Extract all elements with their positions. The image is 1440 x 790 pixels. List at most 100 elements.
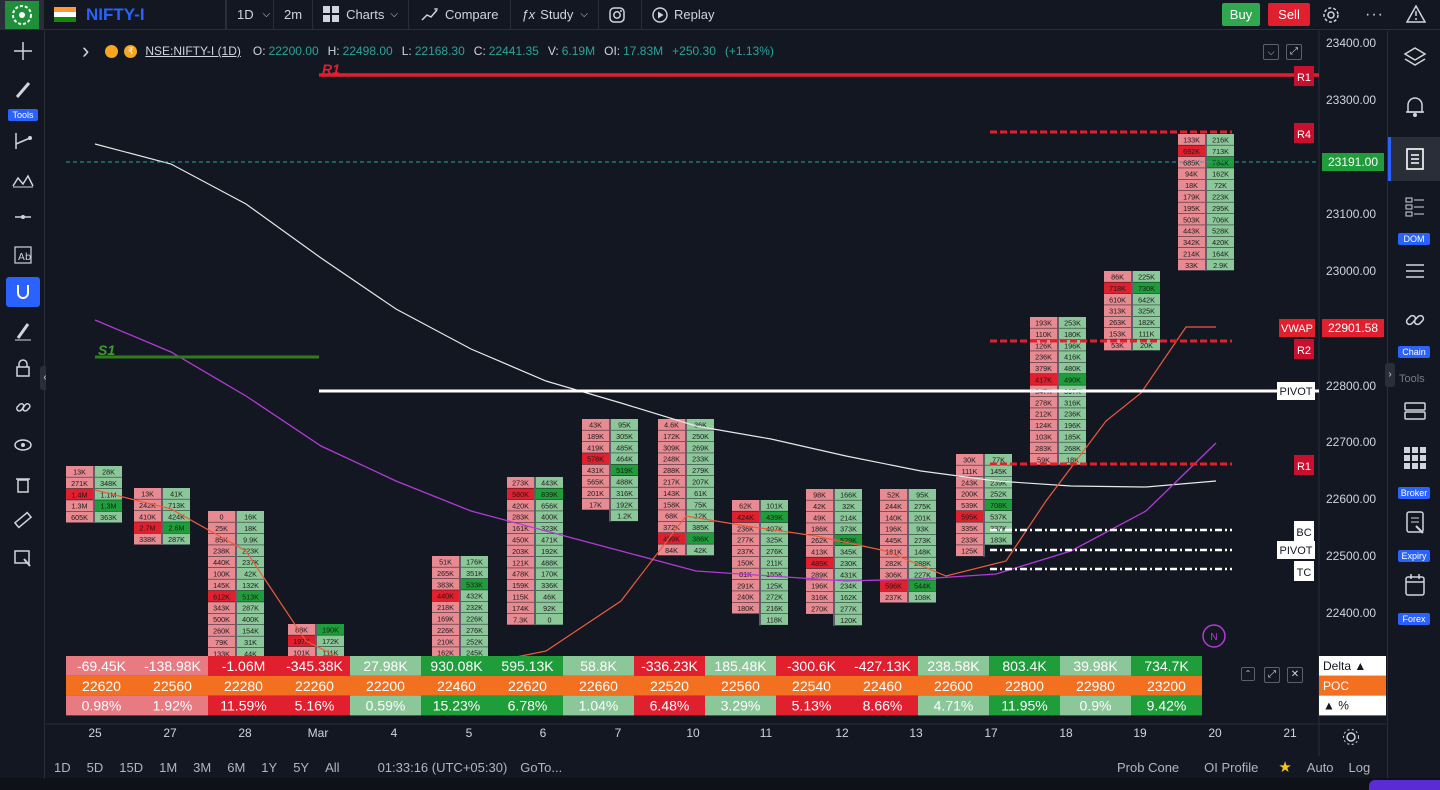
fullscreen-icon[interactable]: ⤢ xyxy=(1286,44,1302,60)
footprint-bid-cell xyxy=(658,430,685,442)
replay-button[interactable]: Replay xyxy=(642,0,724,30)
stats-close-button[interactable]: ✕ xyxy=(1287,667,1303,683)
footprint-bid-value: 181K xyxy=(885,548,902,557)
footprint-bid-cell xyxy=(1178,248,1205,259)
interval-select[interactable]: 1D ⌵ xyxy=(226,0,274,30)
pen-icon[interactable] xyxy=(6,75,40,105)
study-button[interactable]: ƒx Study ⌵ xyxy=(511,0,599,30)
range-button-3m[interactable]: 3M xyxy=(193,759,212,775)
dom-icon[interactable] xyxy=(1400,193,1430,221)
footprint-bid-cell xyxy=(806,568,833,580)
link-icon[interactable] xyxy=(6,392,40,422)
footprint-bid-value: 193K xyxy=(1035,319,1052,328)
date-tick-label: 10 xyxy=(686,726,700,740)
text-tool-icon[interactable]: Ab xyxy=(6,240,40,270)
range-button-1y[interactable]: 1Y xyxy=(261,759,278,775)
pct-cell: 1.92% xyxy=(153,698,193,714)
footprint-ask-cell xyxy=(761,557,788,568)
pattern-icon[interactable] xyxy=(6,164,40,194)
tools-text[interactable]: Tools xyxy=(1399,373,1425,385)
footprint-ask-cell xyxy=(985,476,1012,488)
collapse-left-icon[interactable]: ‹ xyxy=(40,366,50,390)
minutes-button[interactable]: 2m xyxy=(274,0,314,30)
bell-icon[interactable] xyxy=(1400,93,1430,121)
interval-label: 1D xyxy=(237,7,254,22)
tc-tag: TC xyxy=(1297,567,1312,579)
layers-icon[interactable] xyxy=(1400,43,1430,71)
sell-button[interactable]: Sell xyxy=(1268,3,1310,26)
charts-button[interactable]: Charts ⌵ xyxy=(313,0,409,30)
trash-icon[interactable] xyxy=(6,469,40,499)
trend-line-icon[interactable] xyxy=(6,126,40,156)
range-button-5d[interactable]: 5D xyxy=(86,759,104,775)
footprint-ask-value: 276K xyxy=(766,547,783,556)
ruler-icon[interactable] xyxy=(6,505,40,535)
instagram-button[interactable] xyxy=(599,0,642,30)
goto-button[interactable]: GoTo... xyxy=(520,759,563,775)
prob-cone-button[interactable]: Prob Cone xyxy=(1117,759,1180,775)
footprint-bid-cell xyxy=(732,511,759,523)
list-icon[interactable] xyxy=(1400,257,1430,285)
brush-icon[interactable] xyxy=(6,316,40,346)
pct-cell: 5.13% xyxy=(792,698,832,714)
notebook-icon[interactable] xyxy=(1400,145,1430,173)
stats-collapse-button[interactable]: ⌃ xyxy=(1241,667,1255,681)
range-button-5y[interactable]: 5Y xyxy=(293,759,310,775)
expiry-icon[interactable] xyxy=(1400,509,1430,537)
range-button-1d[interactable]: 1D xyxy=(54,759,71,775)
auto-button[interactable]: Auto xyxy=(1306,759,1334,775)
footprint-bid-cell xyxy=(134,499,161,511)
broker-grid-icon[interactable] xyxy=(1400,444,1430,472)
ticker-label[interactable]: NSE:NIFTY-I (1D) xyxy=(145,44,241,58)
collapse-right-icon[interactable]: › xyxy=(1385,363,1395,387)
symbol-name[interactable]: NIFTY-I xyxy=(76,0,226,30)
chart-canvas[interactable]: 13K 271K 1.4M 1.3M 605K 28K 348K 1.1M 1.3M 363K 13… xyxy=(46,31,1386,756)
footprint-bid-cell xyxy=(658,533,685,544)
oi-profile-button[interactable]: OI Profile xyxy=(1204,759,1259,775)
app-logo[interactable] xyxy=(0,0,44,30)
horizontal-line-icon[interactable] xyxy=(6,202,40,232)
footprint-ask-value: 154K xyxy=(242,627,259,636)
status-strip xyxy=(0,778,1440,790)
stats-expand-button[interactable]: ⤢ xyxy=(1264,667,1280,683)
footprint-bid-value: 539K xyxy=(961,501,978,510)
footprint-ask-value: 75K xyxy=(694,500,707,509)
footprint-bid-value: 98K xyxy=(813,491,826,500)
star-icon[interactable]: ★ xyxy=(1278,759,1292,776)
settings-sun-icon[interactable] xyxy=(1342,728,1360,751)
date-tick-label: 20 xyxy=(1208,726,1222,740)
panel-icon[interactable] xyxy=(1400,397,1430,425)
poc-cell-bg xyxy=(137,675,208,696)
range-button-6m[interactable]: 6M xyxy=(227,759,246,775)
footprint-ask-value: 148K xyxy=(914,548,931,557)
candle-wick xyxy=(833,489,835,626)
gear-icon[interactable] xyxy=(1321,5,1341,30)
more-icon[interactable]: ··· xyxy=(1365,6,1384,23)
footprint-bid-value: 692K xyxy=(1183,147,1200,156)
footprint-bid-value: 33K xyxy=(1185,261,1198,270)
footprint-ask-cell xyxy=(536,488,563,500)
legend-collapse-button[interactable]: ⌵ xyxy=(1263,44,1279,60)
footprint-bid-cell xyxy=(732,602,759,614)
footprint-bid-value: 289K xyxy=(811,570,828,579)
lock-icon[interactable] xyxy=(6,353,40,383)
range-button-1m[interactable]: 1M xyxy=(159,759,178,775)
sma-line xyxy=(94,143,1217,488)
zoom-icon[interactable] xyxy=(6,543,40,573)
footprint-ask-value: 162K xyxy=(840,593,857,602)
calendar-icon[interactable] xyxy=(1400,571,1430,599)
warning-icon[interactable] xyxy=(1405,4,1427,28)
poc-cell-bg xyxy=(492,675,563,696)
log-button[interactable]: Log xyxy=(1348,759,1371,775)
chevron-right-icon[interactable]: › xyxy=(82,38,90,63)
buy-button[interactable]: Buy xyxy=(1222,3,1260,26)
compare-button[interactable]: Compare xyxy=(409,0,512,30)
range-button-15d[interactable]: 15D xyxy=(119,759,144,775)
footprint-ask-value: 42K xyxy=(694,546,707,555)
crosshair-icon[interactable] xyxy=(6,36,40,66)
magnet-icon[interactable] xyxy=(6,277,40,307)
range-button-all[interactable]: All xyxy=(325,759,340,775)
chain-icon[interactable] xyxy=(1400,306,1430,334)
eye-icon[interactable] xyxy=(6,430,40,460)
chart-area[interactable]: 13K 271K 1.4M 1.3M 605K 28K 348K 1.1M 1.3M 363K 13… xyxy=(46,31,1386,756)
